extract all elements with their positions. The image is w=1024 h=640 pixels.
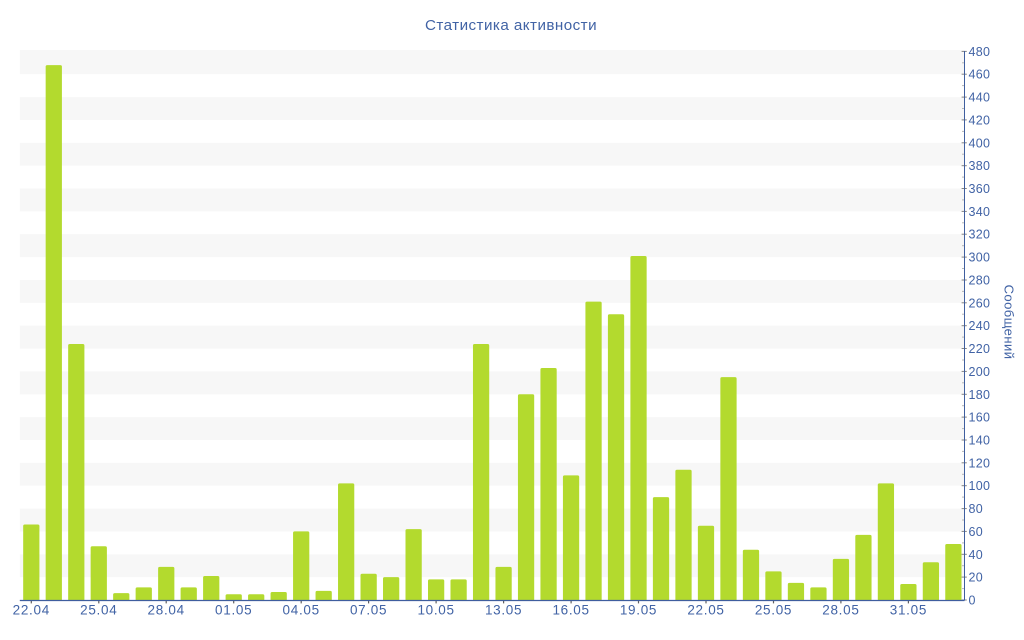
svg-text:0: 0 bbox=[969, 594, 976, 608]
svg-text:Статистика активности: Статистика активности bbox=[425, 17, 597, 34]
svg-text:22.04: 22.04 bbox=[13, 603, 50, 618]
svg-text:440: 440 bbox=[969, 91, 991, 105]
svg-text:01.05: 01.05 bbox=[215, 603, 252, 618]
svg-text:16.05: 16.05 bbox=[552, 603, 589, 618]
svg-text:400: 400 bbox=[969, 136, 991, 150]
svg-text:260: 260 bbox=[969, 296, 991, 310]
svg-text:120: 120 bbox=[969, 456, 991, 470]
svg-text:40: 40 bbox=[969, 548, 984, 562]
svg-text:80: 80 bbox=[969, 502, 984, 516]
svg-text:320: 320 bbox=[969, 228, 991, 242]
svg-text:420: 420 bbox=[969, 113, 991, 127]
svg-text:25.04: 25.04 bbox=[80, 603, 117, 618]
svg-text:07.05: 07.05 bbox=[350, 603, 387, 618]
svg-text:04.05: 04.05 bbox=[283, 603, 320, 618]
svg-text:13.05: 13.05 bbox=[485, 603, 522, 618]
svg-text:60: 60 bbox=[969, 525, 984, 539]
svg-text:28.05: 28.05 bbox=[822, 603, 859, 618]
svg-text:380: 380 bbox=[969, 159, 991, 173]
svg-text:340: 340 bbox=[969, 205, 991, 219]
svg-text:360: 360 bbox=[969, 182, 991, 196]
svg-text:19.05: 19.05 bbox=[620, 603, 657, 618]
svg-text:22.05: 22.05 bbox=[687, 603, 724, 618]
svg-text:300: 300 bbox=[969, 251, 991, 265]
svg-text:20: 20 bbox=[969, 571, 984, 585]
svg-text:25.05: 25.05 bbox=[755, 603, 792, 618]
svg-text:140: 140 bbox=[969, 434, 991, 448]
svg-text:200: 200 bbox=[969, 365, 991, 379]
svg-text:180: 180 bbox=[969, 388, 991, 402]
svg-text:480: 480 bbox=[969, 45, 991, 59]
svg-text:Сообщений: Сообщений bbox=[1001, 285, 1016, 360]
svg-text:240: 240 bbox=[969, 319, 991, 333]
svg-text:10.05: 10.05 bbox=[417, 603, 454, 618]
svg-text:220: 220 bbox=[969, 342, 991, 356]
svg-text:28.04: 28.04 bbox=[148, 603, 185, 618]
svg-text:280: 280 bbox=[969, 274, 991, 288]
svg-text:460: 460 bbox=[969, 68, 991, 82]
svg-text:100: 100 bbox=[969, 479, 991, 493]
svg-text:31.05: 31.05 bbox=[890, 603, 927, 618]
svg-text:160: 160 bbox=[969, 411, 991, 425]
